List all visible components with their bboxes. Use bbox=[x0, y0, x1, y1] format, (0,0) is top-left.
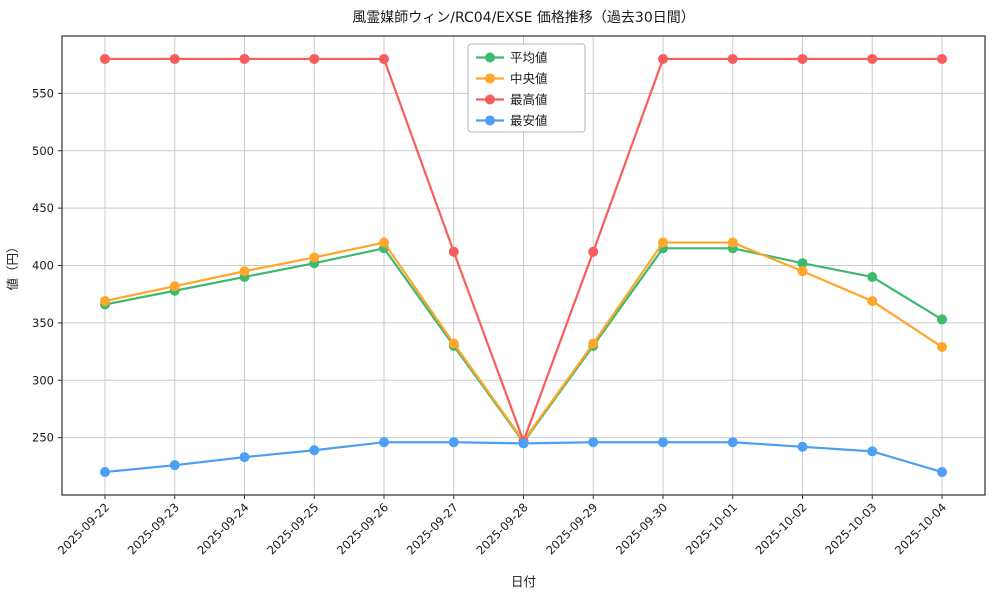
data-point-marker bbox=[100, 296, 110, 307]
legend-label: 最高値 bbox=[510, 92, 548, 107]
data-point-marker bbox=[588, 246, 599, 257]
data-point-marker bbox=[309, 252, 320, 263]
data-point-marker bbox=[169, 281, 180, 292]
data-point-marker bbox=[658, 437, 668, 448]
data-point-marker bbox=[239, 266, 250, 277]
x-tick-label: 2025-10-03 bbox=[822, 500, 879, 557]
x-tick-label: 2025-10-01 bbox=[683, 500, 740, 557]
data-point-marker bbox=[100, 53, 110, 64]
data-point-marker bbox=[658, 53, 668, 64]
data-point-marker bbox=[239, 452, 250, 463]
data-point-marker bbox=[727, 237, 738, 248]
legend-label: 中央値 bbox=[510, 71, 548, 86]
data-point-marker bbox=[309, 445, 320, 456]
y-tick-label: 550 bbox=[32, 86, 54, 100]
x-tick-label: 2025-09-22 bbox=[55, 500, 112, 557]
x-tick-label: 2025-09-29 bbox=[543, 500, 600, 557]
data-point-marker bbox=[867, 53, 878, 64]
data-point-marker bbox=[797, 266, 808, 277]
data-point-marker bbox=[797, 441, 808, 452]
data-point-marker bbox=[448, 437, 459, 448]
x-tick-label: 2025-09-23 bbox=[125, 500, 182, 557]
y-tick-label: 350 bbox=[32, 316, 54, 330]
data-point-marker bbox=[518, 438, 529, 449]
data-point-marker bbox=[727, 53, 738, 64]
data-point-marker bbox=[379, 437, 389, 448]
data-point-marker bbox=[588, 437, 599, 448]
legend-marker bbox=[485, 52, 495, 63]
x-tick-label: 2025-09-27 bbox=[404, 500, 461, 557]
data-point-marker bbox=[867, 446, 878, 457]
x-tick-label: 2025-10-02 bbox=[752, 500, 809, 557]
data-point-marker bbox=[937, 53, 947, 64]
x-tick-label: 2025-09-26 bbox=[334, 500, 391, 557]
legend-marker bbox=[485, 73, 495, 84]
legend-marker bbox=[485, 115, 495, 126]
legend-box bbox=[467, 43, 586, 133]
legend-label: 最安値 bbox=[510, 113, 548, 128]
data-point-marker bbox=[379, 237, 389, 248]
data-point-marker bbox=[937, 467, 947, 478]
data-point-marker bbox=[867, 271, 878, 282]
data-point-marker bbox=[797, 53, 808, 64]
data-point-marker bbox=[379, 53, 389, 64]
y-tick-label: 500 bbox=[32, 144, 54, 158]
x-tick-label: 2025-09-25 bbox=[264, 500, 321, 557]
data-point-marker bbox=[169, 53, 180, 64]
legend-marker bbox=[485, 94, 495, 105]
data-point-marker bbox=[100, 467, 110, 478]
data-point-marker bbox=[658, 237, 668, 248]
y-axis-label: 値（円） bbox=[5, 240, 20, 290]
x-tick-label: 2025-09-30 bbox=[613, 500, 670, 557]
y-tick-label: 400 bbox=[32, 259, 54, 273]
data-point-marker bbox=[797, 258, 808, 269]
legend-label: 平均値 bbox=[510, 50, 548, 65]
data-point-marker bbox=[937, 341, 947, 352]
data-point-marker bbox=[448, 246, 459, 257]
chart-title: 風霊媒師ウィン/RC04/EXSE 価格推移（過去30日間） bbox=[352, 10, 695, 26]
y-tick-label: 300 bbox=[32, 373, 54, 387]
data-point-marker bbox=[448, 338, 459, 349]
data-point-marker bbox=[727, 437, 738, 448]
y-tick-label: 250 bbox=[32, 431, 54, 445]
data-point-marker bbox=[239, 53, 250, 64]
data-point-marker bbox=[867, 296, 878, 307]
x-axis-label: 日付 bbox=[511, 574, 536, 589]
data-point-marker bbox=[588, 338, 599, 349]
x-tick-label: 2025-09-24 bbox=[194, 500, 251, 557]
data-point-marker bbox=[309, 53, 320, 64]
data-point-marker bbox=[169, 460, 180, 471]
y-tick-label: 450 bbox=[32, 201, 54, 215]
x-tick-label: 2025-09-28 bbox=[473, 500, 530, 557]
data-point-marker bbox=[937, 314, 947, 325]
x-tick-label: 2025-10-04 bbox=[892, 500, 949, 557]
